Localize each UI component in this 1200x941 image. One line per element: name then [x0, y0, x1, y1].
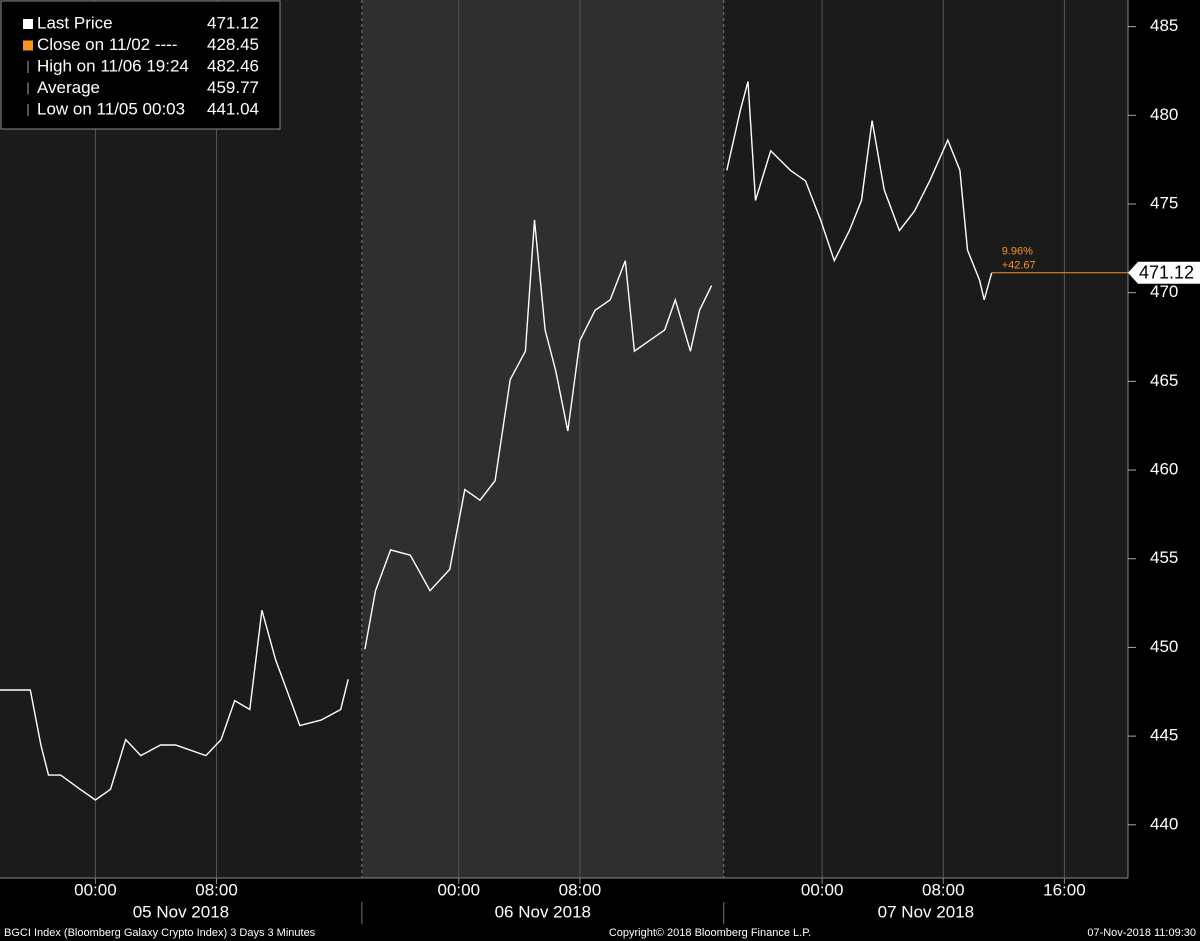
legend-swatch: [23, 40, 33, 51]
change-net: +42.67: [1002, 260, 1036, 272]
x-tick-label: 00:00: [437, 880, 480, 899]
y-tick-label: 460: [1150, 460, 1178, 479]
y-tick-label: 440: [1150, 814, 1178, 833]
date-label: 06 Nov 2018: [495, 902, 591, 921]
footer-source: BGCI Index (Bloomberg Galaxy Crypto Inde…: [4, 927, 316, 939]
x-tick-label: 00:00: [801, 880, 844, 899]
legend-name: High on 11/06 19:24: [37, 56, 189, 75]
legend-value: 428.45: [207, 35, 259, 54]
x-tick-label: 00:00: [74, 880, 117, 899]
x-tick-label: 16:00: [1043, 880, 1086, 899]
legend-name: Close on 11/02 ----: [37, 35, 177, 54]
footer-timestamp: 07-Nov-2018 11:09:30: [1087, 927, 1196, 939]
legend-name: Low on 11/05 00:03: [37, 99, 185, 118]
last-price-tag-label: 471.12: [1139, 263, 1194, 283]
legend-name: Average: [37, 78, 100, 97]
legend-value: 482.46: [207, 56, 259, 75]
legend-box: [0, 0, 281, 130]
date-band: [723, 0, 1128, 878]
x-tick-label: 08:00: [922, 880, 965, 899]
date-label: 05 Nov 2018: [133, 902, 229, 921]
legend-value: 471.12: [207, 13, 259, 32]
date-band: [361, 0, 724, 878]
price-line: [0, 81, 993, 801]
y-tick-label: 475: [1150, 193, 1178, 212]
legend-value: 459.77: [207, 78, 259, 97]
legend-name: Last Price: [37, 13, 113, 32]
y-tick-label: 480: [1150, 105, 1178, 124]
footer-copyright: Copyright© 2018 Bloomberg Finance L.P.: [609, 927, 811, 939]
y-tick-label: 470: [1150, 282, 1178, 301]
x-tick-label: 08:00: [195, 880, 238, 899]
y-tick-label: 450: [1150, 637, 1178, 656]
last-price-tag: [1128, 261, 1200, 284]
date-label: 07 Nov 2018: [878, 902, 974, 921]
x-tick-label: 08:00: [559, 880, 602, 899]
y-tick-label: 455: [1150, 548, 1178, 567]
legend-value: 441.04: [207, 99, 259, 118]
date-band: [0, 0, 362, 878]
legend-swatch: [23, 19, 33, 29]
y-tick-label: 485: [1150, 16, 1178, 35]
y-tick-label: 465: [1150, 371, 1178, 390]
change-percent: 9.96%: [1002, 246, 1033, 258]
y-tick-label: 445: [1150, 726, 1178, 745]
